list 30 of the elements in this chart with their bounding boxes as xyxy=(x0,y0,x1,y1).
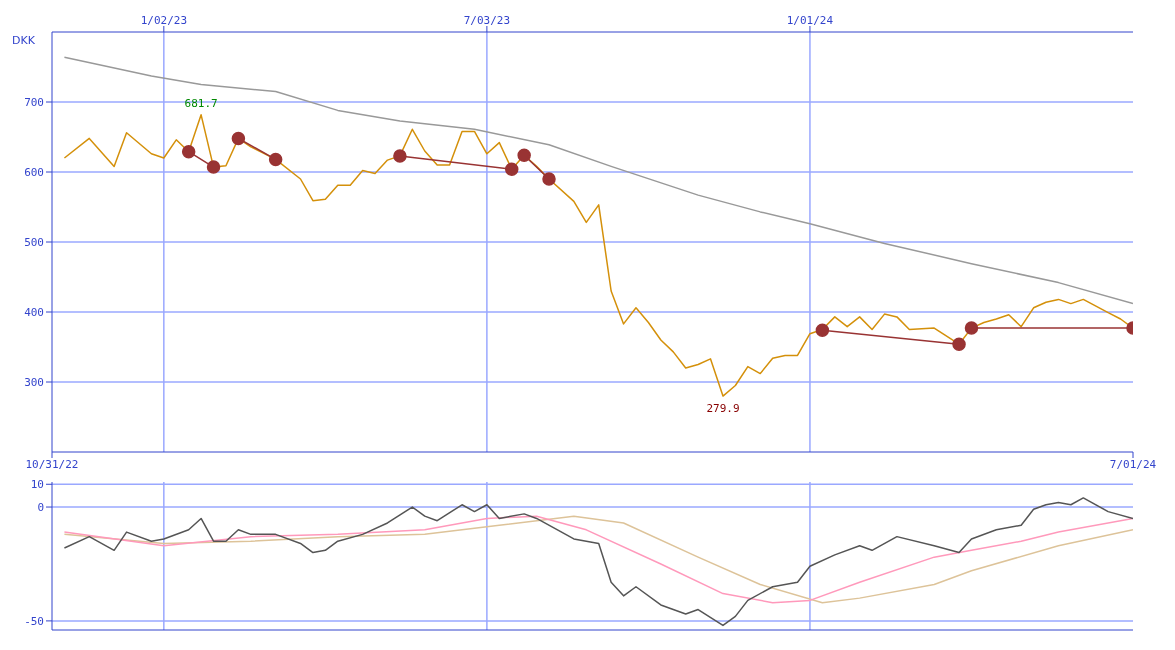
point xyxy=(393,149,407,163)
point xyxy=(181,144,196,159)
y-tick-label: 10 xyxy=(30,478,44,492)
y-tick-label: 600 xyxy=(24,165,44,179)
point xyxy=(964,321,979,335)
y-tick-label: 300 xyxy=(24,375,44,389)
x2-tick-label: 7/03/23 xyxy=(463,14,511,27)
x-tick-label: 7/01/24 xyxy=(1109,457,1157,471)
x2-tick-label: 1/01/24 xyxy=(786,14,834,27)
annotation: 279.9 xyxy=(706,401,740,415)
point xyxy=(504,162,519,176)
point xyxy=(231,131,246,146)
point xyxy=(952,337,966,351)
x-tick-label: 10/31/22 xyxy=(25,457,79,471)
y-tick-label: 700 xyxy=(24,95,44,109)
point xyxy=(517,148,531,162)
y-axis-title: DKK xyxy=(12,33,36,47)
line-series xyxy=(63,497,1133,627)
y-tick-label: 500 xyxy=(24,235,44,249)
point xyxy=(268,152,283,167)
line-series xyxy=(63,56,1133,305)
point xyxy=(815,323,830,337)
x2-tick-label: 1/02/23 xyxy=(140,14,188,27)
y-tick-label: 0 xyxy=(37,500,44,514)
point xyxy=(542,172,556,186)
line-series xyxy=(63,515,1133,604)
annotation: 681.7 xyxy=(184,96,218,110)
y-tick-label: 400 xyxy=(24,305,44,319)
y-tick-label: -50 xyxy=(24,614,44,628)
point xyxy=(206,160,221,174)
